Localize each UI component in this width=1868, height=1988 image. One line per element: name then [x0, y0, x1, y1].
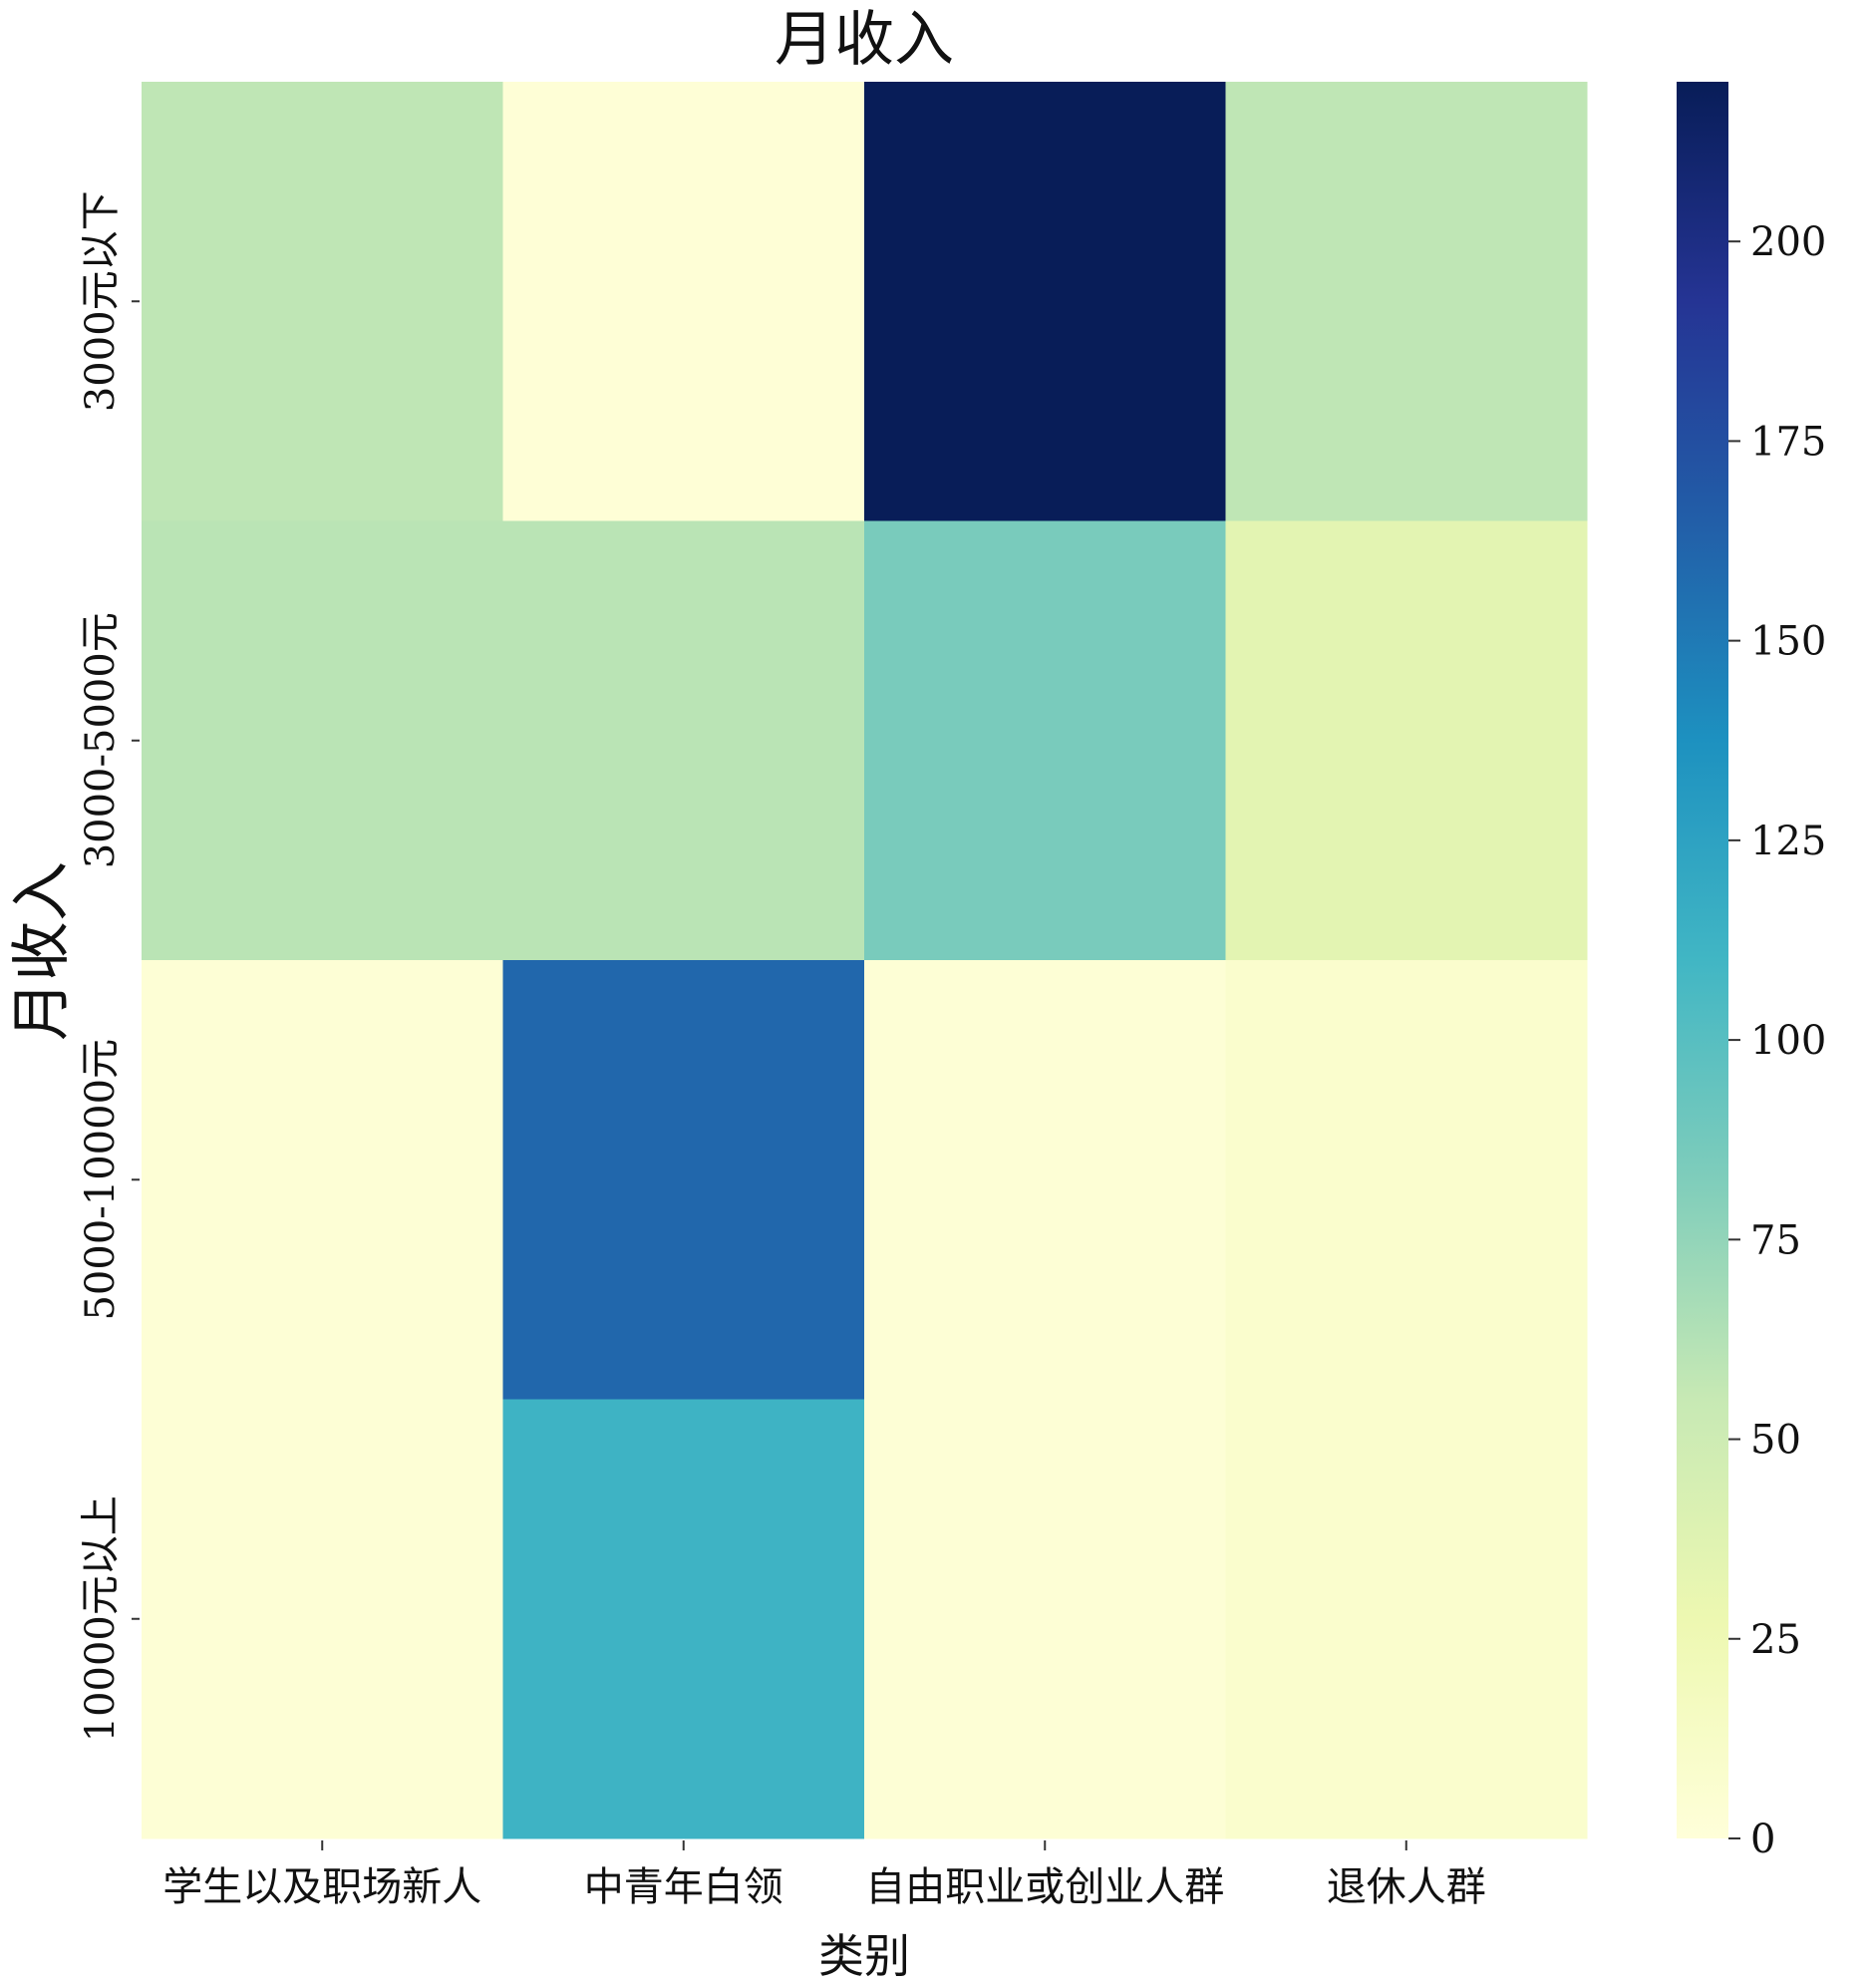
- colorbar-tick-label: 150: [1750, 619, 1826, 665]
- colorbar-tick-label: 50: [1750, 1418, 1801, 1464]
- heatmap-cell-r3-c1: [502, 1399, 865, 1839]
- y-tick-label: 3000元以下: [78, 190, 124, 412]
- colorbar-tick-label: 125: [1750, 819, 1826, 864]
- x-tick-label: 中青年白领: [584, 1864, 783, 1910]
- heatmap-cell-r3-c0: [142, 1399, 503, 1839]
- heatmap-cell-r2-c3: [1225, 960, 1588, 1400]
- y-tick-label: 3000-5000元: [78, 612, 124, 868]
- colorbar-tick-label: 25: [1750, 1617, 1801, 1663]
- y-tick-label: 10000元以上: [78, 1495, 124, 1742]
- heatmap-cell-r1-c1: [502, 520, 865, 961]
- heatmap-cell-r0-c0: [142, 82, 503, 521]
- x-axis: 学生以及职场新人 中青年白领 自由职业或创业人群 退休人群: [162, 1840, 1486, 1910]
- colorbar-gradient: [1677, 82, 1728, 1838]
- heatmap-cell-r2-c1: [502, 960, 865, 1400]
- y-axis-label: 月收入: [7, 861, 77, 1041]
- colorbar: 0 25 50 75 100 125 150 175 200: [1677, 82, 1826, 1862]
- colorbar-tick-label: 175: [1750, 419, 1826, 465]
- colorbar-tick-label: 200: [1750, 219, 1826, 265]
- heatmap-cell-r0-c1: [502, 82, 865, 521]
- chart-title: 月收入: [775, 5, 954, 75]
- heatmap-cell-r1-c2: [864, 520, 1226, 961]
- x-tick-label: 自由职业或创业人群: [865, 1864, 1224, 1910]
- heatmap-cell-r0-c2: [864, 82, 1226, 521]
- colorbar-tick-label: 100: [1750, 1018, 1826, 1064]
- heatmap-cell-r2-c2: [864, 960, 1226, 1400]
- heatmap-cells: [142, 82, 1588, 1839]
- colorbar-tick-label: 75: [1750, 1217, 1801, 1263]
- heatmap-cell-r2-c0: [142, 960, 503, 1400]
- heatmap-cell-r3-c3: [1225, 1399, 1588, 1839]
- x-tick-label: 退休人群: [1327, 1864, 1486, 1910]
- heatmap-cell-r3-c2: [864, 1399, 1226, 1839]
- heatmap-cell-r1-c0: [142, 520, 503, 961]
- y-axis: 3000元以下 3000-5000元 5000-10000元 10000元以上: [78, 190, 140, 1742]
- y-tick-label: 5000-10000元: [78, 1039, 124, 1321]
- heatmap-cell-r0-c3: [1225, 82, 1588, 521]
- heatmap-cell-r1-c3: [1225, 520, 1588, 961]
- x-axis-label: 类别: [818, 1929, 910, 1983]
- x-tick-label: 学生以及职场新人: [162, 1864, 481, 1910]
- colorbar-tick-label: 0: [1750, 1817, 1775, 1862]
